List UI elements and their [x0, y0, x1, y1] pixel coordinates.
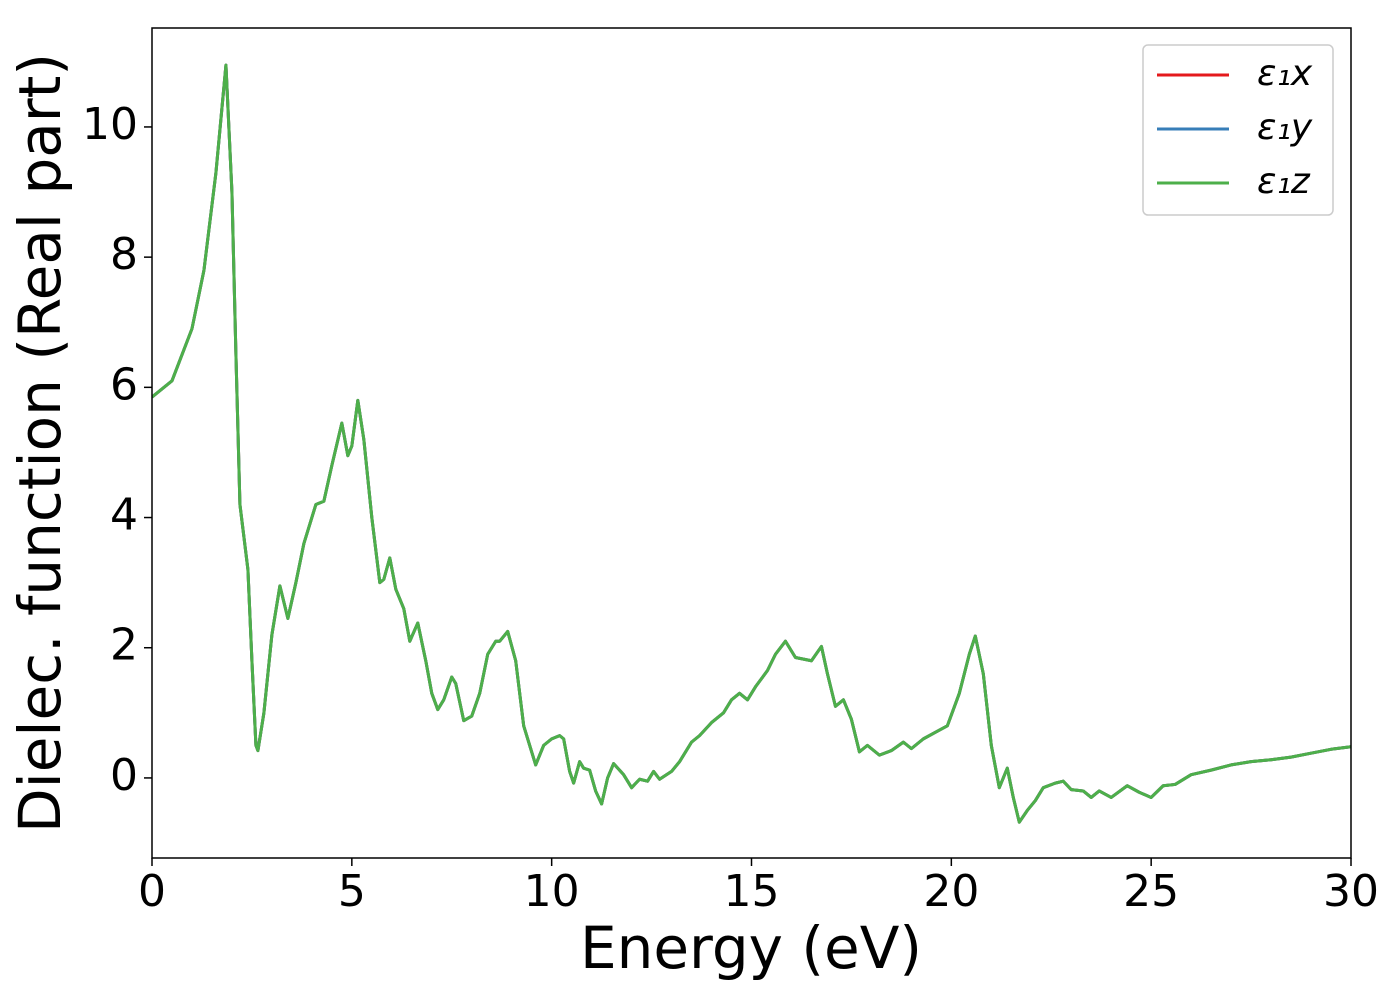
x-tick-label: 25 [1123, 866, 1179, 917]
y-tick-label: 0 [110, 750, 138, 801]
legend-label: ε₁z [1257, 161, 1311, 202]
series-line [152, 63, 1351, 824]
x-tick-label: 0 [138, 866, 166, 917]
x-tick-label: 5 [338, 866, 366, 917]
x-tick-label: 10 [524, 866, 580, 917]
y-tick-label: 6 [110, 359, 138, 410]
y-tick-label: 8 [110, 229, 138, 280]
x-tick-label: 20 [923, 866, 979, 917]
x-axis-label: Energy (eV) [580, 914, 922, 982]
legend-box [1142, 44, 1334, 216]
plot-frame [151, 27, 1352, 859]
y-axis-label: Dielec. function (Real part) [6, 53, 74, 833]
legend-label: ε₁y [1257, 107, 1313, 148]
x-tick-label: 15 [724, 866, 780, 917]
x-tick-label: 30 [1323, 866, 1379, 917]
y-tick-label: 4 [110, 490, 138, 541]
y-tick-label: 2 [110, 620, 138, 671]
legend-label: ε₁x [1257, 53, 1313, 94]
y-tick-label: 10 [82, 99, 138, 150]
